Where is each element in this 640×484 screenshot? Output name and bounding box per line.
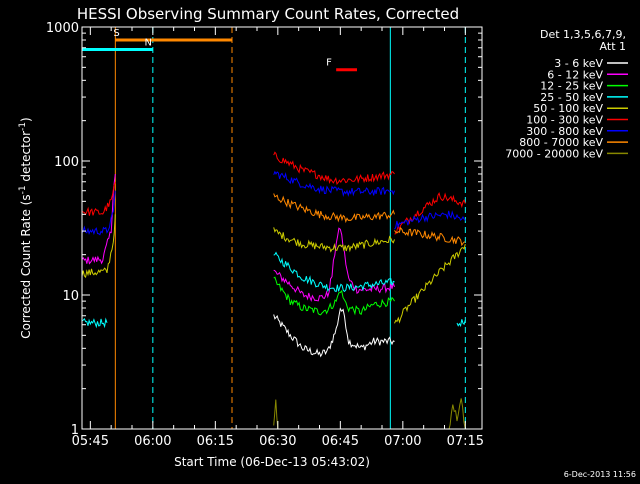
x-tick-label-0: 05:45	[72, 434, 109, 449]
y-tick-label-2: 100	[54, 155, 79, 170]
state-bar-label-n: N	[145, 37, 152, 48]
series-0-segment-0	[273, 307, 395, 358]
y-axis-label-main: Corrected Count Rate (s	[19, 194, 33, 338]
legend-label-0: 3 - 6 keV	[554, 57, 603, 70]
series-1-segment-0	[82, 173, 116, 265]
series-5-segment-0	[82, 181, 116, 216]
series-6-segment-0	[82, 190, 116, 236]
legend-label-6: 300 - 800 keV	[526, 125, 603, 138]
legend-label-5: 100 - 300 keV	[526, 114, 603, 127]
series-4-segment-1	[273, 227, 395, 253]
series-7-segment-0	[273, 193, 395, 224]
legend-header-line2: Att 1	[600, 40, 626, 53]
series-3-segment-1	[273, 251, 395, 293]
series-6-segment-2	[394, 210, 466, 230]
axes-layer: 1 10 100 1000 05:45 06:00 06:15 06:30 06:45 07:00…	[46, 21, 484, 449]
y-tick-label-3: 1000	[46, 21, 79, 36]
series-5-segment-2	[394, 192, 466, 235]
y-tick-label-0: 1	[71, 423, 79, 438]
y-tick-label-1: 10	[62, 289, 79, 304]
series-4-segment-0	[82, 214, 116, 279]
series-1-segment-1	[273, 227, 395, 302]
series-4-segment-2	[394, 243, 466, 324]
y-axis-label-end: )	[19, 117, 33, 122]
chart-title: HESSI Observing Summary Count Rates, Cor…	[77, 5, 459, 23]
legend-label-8: 7000 - 20000 keV	[505, 147, 603, 160]
state-bar-label-s: S	[113, 28, 119, 39]
plot-frame	[81, 26, 483, 430]
legend-label-1: 6 - 12 keV	[547, 68, 603, 81]
series-8-segment-0	[273, 399, 279, 429]
x-tick-label-3: 06:30	[259, 434, 296, 449]
x-tick-label-1: 06:00	[134, 434, 171, 449]
x-tick-label-6: 07:15	[447, 434, 484, 449]
x-axis-label: Start Time (06-Dec-13 05:43:02)	[174, 455, 370, 469]
series-2-segment-0	[273, 276, 395, 316]
plot-data-layer: S N F	[82, 27, 466, 429]
y-axis-label-sup1: -1	[18, 185, 28, 194]
x-tick-label-2: 06:15	[197, 434, 234, 449]
y-axis-label: Corrected Count Rate (s-1 detector-1)	[18, 117, 33, 338]
legend-label-7: 800 - 7000 keV	[519, 136, 603, 149]
plot-clip-group: S N F	[82, 27, 466, 429]
legend-header-line1: Det 1,3,5,6,7,9,	[540, 28, 626, 41]
state-bar-label-f: F	[326, 58, 332, 69]
series-7-segment-1	[394, 226, 466, 247]
footer-timestamp: 6-Dec-2013 11:56	[564, 470, 636, 479]
series-6-segment-1	[273, 170, 395, 198]
series-8-segment-1	[448, 398, 466, 429]
series-3-segment-0	[82, 317, 108, 329]
x-tick-label-5: 07:00	[384, 434, 421, 449]
series-3-segment-2	[456, 319, 466, 328]
x-tick-label-4: 06:45	[322, 434, 359, 449]
y-axis-label-mid: detector	[19, 131, 33, 186]
legend-label-4: 50 - 100 keV	[533, 102, 603, 115]
series-5-segment-1	[273, 151, 395, 186]
legend-label-2: 12 - 25 keV	[540, 80, 603, 93]
legend-label-3: 25 - 50 keV	[540, 91, 603, 104]
y-axis-label-sup2: -1	[18, 122, 28, 131]
